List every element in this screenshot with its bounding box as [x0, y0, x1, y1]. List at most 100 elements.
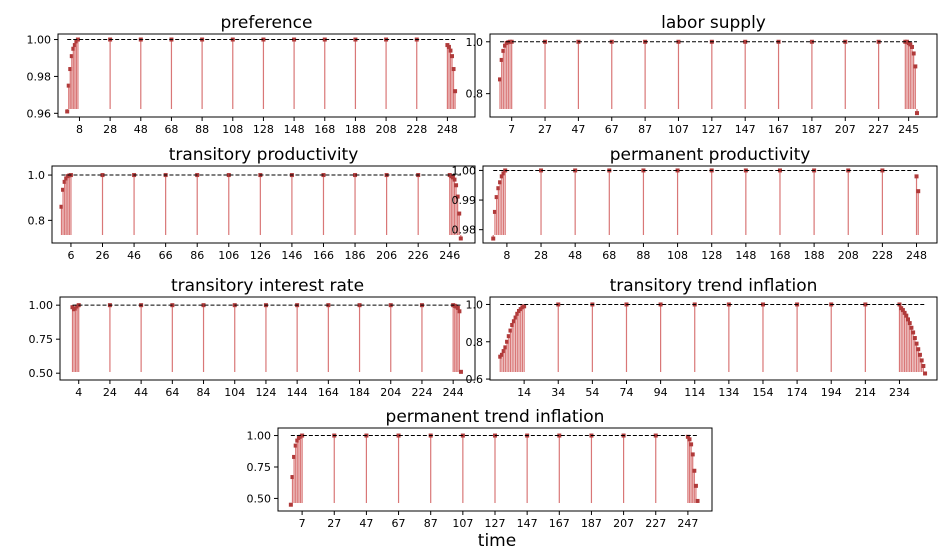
- point: [777, 168, 782, 173]
- point: [66, 83, 71, 88]
- point: [809, 39, 814, 44]
- point: [62, 179, 67, 184]
- x-tick-label: 64: [165, 386, 179, 399]
- point: [902, 310, 907, 315]
- chart-title: preference: [221, 13, 313, 33]
- x-tick-label: 127: [485, 517, 506, 530]
- point: [907, 321, 912, 326]
- x-tick-label: 204: [380, 386, 401, 399]
- y-tick-label: 1.0: [28, 169, 46, 182]
- y-tick-label: 0.96: [27, 107, 52, 120]
- point: [300, 433, 305, 438]
- x-tick-label: 124: [255, 386, 276, 399]
- point: [760, 302, 765, 307]
- chart-panel-2: transitory productivity 0.8 1.0 6 26 46 66 86 10…: [28, 145, 476, 262]
- x-tick-label: 54: [585, 386, 599, 399]
- x-tick-label: 68: [164, 123, 178, 136]
- point: [916, 347, 921, 352]
- point: [70, 305, 75, 310]
- point: [690, 452, 695, 457]
- point: [455, 194, 460, 199]
- x-tick-label: 86: [190, 249, 204, 262]
- x-tick-label: 148: [735, 249, 756, 262]
- y-tick-label: 0.98: [452, 224, 477, 237]
- x-tick-label: 107: [668, 123, 689, 136]
- point: [501, 171, 506, 176]
- point: [515, 311, 520, 316]
- x-tick-label: 206: [376, 249, 397, 262]
- point: [71, 46, 76, 51]
- x-tick-label: 168: [769, 249, 790, 262]
- x-tick-label: 48: [134, 123, 148, 136]
- point: [292, 454, 297, 459]
- x-tick-label: 207: [835, 123, 856, 136]
- point: [911, 51, 916, 56]
- point: [455, 305, 460, 310]
- point: [501, 48, 506, 53]
- y-tick-label: 0.98: [27, 70, 52, 83]
- point: [499, 352, 504, 357]
- x-tick-label: 14: [517, 386, 531, 399]
- point: [494, 195, 499, 200]
- point: [72, 43, 77, 48]
- point: [911, 330, 916, 335]
- point: [919, 358, 924, 363]
- point: [498, 180, 503, 185]
- x-tick-label: 228: [406, 123, 427, 136]
- point: [293, 443, 298, 448]
- point: [914, 174, 919, 179]
- point: [499, 174, 504, 179]
- x-tick-label: 88: [636, 249, 650, 262]
- x-tick-label: 246: [439, 249, 460, 262]
- point: [510, 322, 515, 327]
- point: [511, 319, 516, 324]
- x-tick-label: 4: [75, 386, 82, 399]
- axes-frame: [51, 165, 476, 244]
- y-tick-label: 0.99: [452, 194, 477, 207]
- chart-title: transitory trend inflation: [610, 276, 818, 296]
- x-tick-label: 88: [195, 123, 209, 136]
- x-tick-label: 248: [906, 249, 927, 262]
- point: [457, 211, 462, 216]
- point: [909, 44, 914, 49]
- point: [499, 57, 504, 62]
- x-tick-label: 167: [549, 517, 570, 530]
- x-tick-label: 67: [392, 517, 406, 530]
- x-tick-label: 245: [898, 123, 919, 136]
- x-tick-label: 174: [787, 386, 808, 399]
- axes-frame: [59, 296, 476, 381]
- x-tick-label: 44: [134, 386, 148, 399]
- x-tick-label: 244: [443, 386, 464, 399]
- x-tick-label: 227: [645, 517, 666, 530]
- y-tick-label: 0.50: [247, 492, 272, 505]
- point: [261, 37, 266, 42]
- point: [68, 67, 73, 72]
- point: [913, 64, 918, 69]
- axes-frame: [489, 296, 938, 381]
- y-tick-label: 1.00: [29, 299, 54, 312]
- point: [557, 433, 562, 438]
- point: [450, 54, 455, 59]
- x-tick-label: 104: [224, 386, 245, 399]
- point: [201, 303, 206, 308]
- x-tick-label: 226: [408, 249, 429, 262]
- x-tick-label: 188: [345, 123, 366, 136]
- y-tick-label: 0.50: [29, 367, 54, 380]
- x-tick-label: 167: [768, 123, 789, 136]
- x-tick-label: 187: [581, 517, 602, 530]
- point: [880, 168, 885, 173]
- x-tick-label: 168: [314, 123, 335, 136]
- point: [498, 77, 503, 82]
- x-tick-label: 154: [752, 386, 773, 399]
- point: [226, 173, 231, 178]
- x-tick-label: 247: [677, 517, 698, 530]
- point: [59, 204, 64, 209]
- x-tick-label: 227: [868, 123, 889, 136]
- x-tick-label: 87: [424, 517, 438, 530]
- axes-frame: [57, 33, 476, 118]
- point: [321, 173, 326, 178]
- x-tick-label: 47: [571, 123, 585, 136]
- point: [909, 325, 914, 330]
- x-tick-label: 128: [701, 249, 722, 262]
